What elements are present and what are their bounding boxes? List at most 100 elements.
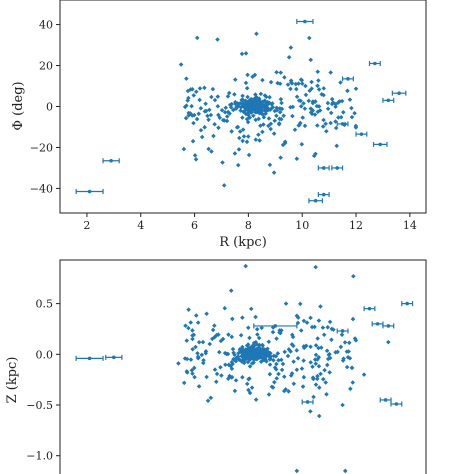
data-point [351,273,356,279]
data-point-with-error [405,301,409,306]
data-point [223,105,229,111]
panel-phi-vs-r: 2 4 6 8 10 12 14 −40 −20 0 20 40 Φ (deg) R (kpc) [11,0,427,250]
data-point [386,339,391,345]
data-point [283,387,288,392]
data-point [249,385,255,390]
data-point [240,97,245,103]
data-point [191,120,196,126]
data-point [338,344,344,350]
data-point [222,350,228,356]
data-point [216,349,222,355]
data-point [229,129,234,134]
data-point [201,357,206,363]
data-point-with-error [321,192,326,197]
data-point [178,62,184,67]
x-tick-label-0-4: 10 [295,219,309,232]
data-point [230,346,236,352]
data-point [193,313,199,318]
data-point [301,358,306,363]
data-point [209,94,214,100]
data-point [286,389,291,394]
data-point [253,397,259,402]
data-point [336,115,341,120]
data-point [262,354,268,359]
data-point [266,339,272,345]
data-point [327,319,333,325]
data-point [221,183,227,188]
data-point [273,367,279,372]
data-point [301,344,307,349]
data-point-with-error [378,142,383,147]
data-point [214,379,219,385]
data-point [342,340,348,345]
data-point [339,332,345,337]
data-point [278,116,284,122]
data-point [343,468,348,474]
data-point [197,86,203,91]
data-point [278,70,283,75]
data-point [281,113,286,119]
data-point-with-error [112,355,116,360]
data-point [242,352,247,357]
data-point [316,413,322,419]
data-point [329,337,334,343]
data-point [274,361,279,367]
data-point [314,376,320,382]
data-point [198,127,204,133]
data-point [324,128,329,134]
data-point-with-error [303,19,307,24]
data-point [200,339,206,345]
data-point [196,111,201,117]
data-point [247,347,253,352]
data-point [294,367,300,372]
data-point [198,105,204,111]
data-point [325,356,331,362]
data-point [181,146,187,152]
data-point [318,371,323,377]
data-point [270,329,276,335]
data-point [195,351,200,356]
data-point [328,110,334,116]
data-point [317,385,322,390]
data-point [189,103,194,109]
x-axis-label-top: R (kpc) [219,235,267,250]
data-point [268,354,274,359]
data-point [256,335,262,341]
data-point [194,116,200,122]
data-point [188,357,194,362]
data-point [265,99,271,105]
data-point [279,357,284,363]
data-point [190,371,195,376]
data-point [207,341,212,347]
data-point-with-error [340,122,345,126]
data-point [266,116,272,121]
data-point [266,123,271,129]
data-point [274,336,279,341]
data-point [186,95,191,101]
data-point [328,120,333,126]
data-point [241,134,247,139]
data-point [285,353,291,359]
y-axis-label-top: Φ (deg) [11,81,26,130]
data-point [254,31,259,37]
data-point [292,127,298,132]
data-point [210,327,216,333]
data-point [317,108,323,113]
data-point [328,70,333,75]
data-point [309,79,314,85]
data-point [190,333,195,338]
data-point [283,301,289,306]
data-point [310,364,315,369]
data-point [256,132,261,137]
data-point [245,359,251,365]
data-point [315,336,320,341]
data-point [226,90,232,96]
data-point [239,51,245,57]
data-point [264,359,269,364]
data-point [268,79,274,85]
data-point [232,388,238,394]
data-point-with-error [273,324,278,328]
data-point [308,344,313,349]
data-point-with-error [386,98,391,103]
